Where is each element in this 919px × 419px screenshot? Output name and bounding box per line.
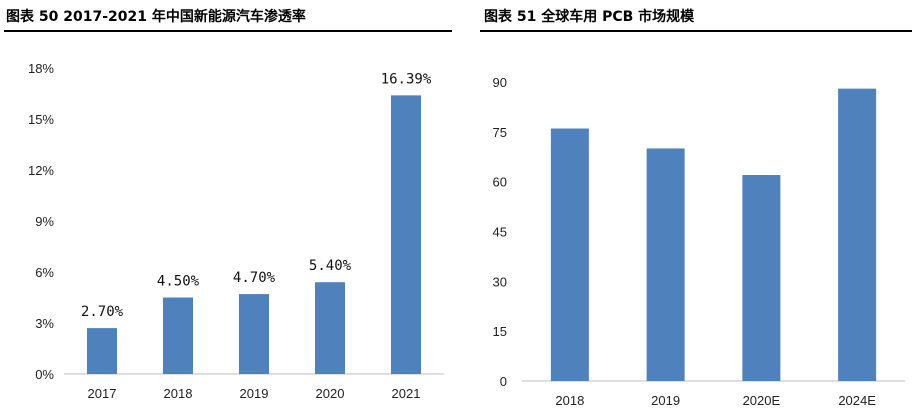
data-label: 5.40% <box>309 258 352 274</box>
y-tick-label: 90 <box>493 75 507 90</box>
y-tick-label: 6% <box>35 265 54 280</box>
data-label: 2.70% <box>81 304 124 320</box>
title-underline-right <box>480 30 912 32</box>
bar <box>239 294 269 374</box>
x-tick-label: 2017 <box>88 386 117 401</box>
y-tick-label: 60 <box>493 175 507 190</box>
bar <box>87 328 117 374</box>
bar <box>838 88 877 382</box>
x-tick-label: 2019 <box>240 386 269 401</box>
y-tick-label: 15 <box>493 324 507 339</box>
x-tick-label: 2020E <box>743 393 781 408</box>
data-label: 4.70% <box>233 270 276 286</box>
y-tick-label: 45 <box>493 225 507 240</box>
bar <box>742 175 781 381</box>
y-tick-label: 18% <box>28 61 54 76</box>
title-underline-left <box>4 30 452 32</box>
chart-right-title: 图表 51 全球车用 PCB 市场规模 <box>484 9 695 25</box>
y-tick-label: 9% <box>35 214 54 229</box>
y-tick-label: 30 <box>493 274 507 289</box>
data-label: 16.39% <box>381 71 432 87</box>
bar <box>391 95 421 375</box>
y-tick-label: 0 <box>500 374 507 389</box>
x-tick-label: 2019 <box>651 393 680 408</box>
x-tick-label: 2021 <box>392 386 421 401</box>
pcb-market-chart: 0 15 30 45 60 75 90 2018 2019 2020E 2024E <box>493 75 905 408</box>
bar <box>646 148 685 381</box>
x-tick-label: 2018 <box>164 386 193 401</box>
bar <box>550 128 589 381</box>
x-tick-label: 2018 <box>555 393 584 408</box>
y-tick-label: 0% <box>35 367 54 382</box>
y-tick-label: 75 <box>493 125 507 140</box>
bar <box>315 282 345 374</box>
x-tick-label: 2024E <box>838 393 876 408</box>
y-tick-label: 3% <box>35 316 54 331</box>
penetration-rate-chart: 0% 3% 6% 9% 12% 15% 18% 2017 2.70% 2018 4.50% 2019 4… <box>28 61 444 401</box>
chart-left-title: 图表 50 2017-2021 年中国新能源汽车渗透率 <box>6 9 306 25</box>
x-tick-label: 2020 <box>316 386 345 401</box>
data-label: 4.50% <box>157 274 200 290</box>
bar <box>163 297 193 374</box>
y-tick-label: 12% <box>28 163 54 178</box>
y-tick-label: 15% <box>28 112 54 127</box>
